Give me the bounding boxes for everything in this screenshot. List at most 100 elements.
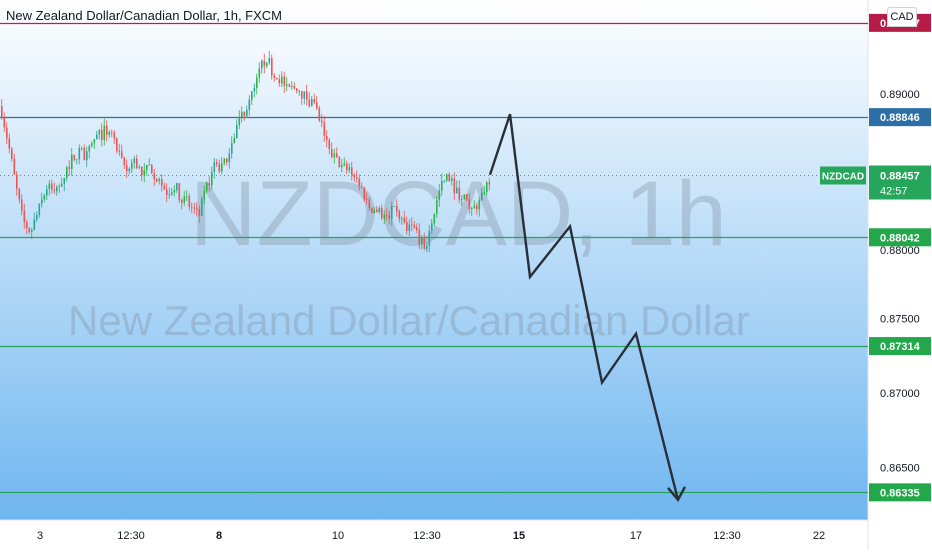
candle xyxy=(471,206,473,216)
candle xyxy=(138,164,141,170)
candle xyxy=(196,202,198,217)
candle-body xyxy=(116,138,118,152)
candle-body xyxy=(83,148,86,161)
candle xyxy=(253,83,256,98)
candle xyxy=(256,73,258,95)
candle-body xyxy=(128,168,131,172)
candle-body xyxy=(233,137,236,144)
candle-body xyxy=(101,129,103,140)
candle-body xyxy=(51,183,53,190)
price-tag-green[interactable]: 0.86335 xyxy=(869,483,931,502)
candle xyxy=(361,182,363,189)
candle-body xyxy=(143,170,146,176)
candle xyxy=(121,144,123,159)
candle-body xyxy=(133,158,136,164)
candle xyxy=(33,212,36,231)
candle xyxy=(11,146,13,162)
candle-body xyxy=(301,90,303,99)
candle xyxy=(3,112,6,132)
candle-body xyxy=(383,214,386,219)
candle xyxy=(48,180,51,196)
candle-body xyxy=(108,131,111,135)
candle-body xyxy=(268,58,271,63)
candle xyxy=(398,209,401,223)
price-tag-label: 0.87314 xyxy=(880,341,921,353)
candle-body xyxy=(11,148,13,159)
price-tag-label: 0.88042 xyxy=(880,232,920,244)
candle xyxy=(96,130,98,140)
candle xyxy=(431,218,433,234)
candle-body xyxy=(393,205,396,207)
candle xyxy=(223,157,226,166)
candle xyxy=(251,90,253,105)
current-price-tag-bg xyxy=(869,165,931,200)
candle-body xyxy=(121,151,123,158)
candle-body xyxy=(33,219,36,230)
candle xyxy=(68,160,71,176)
candle xyxy=(321,113,323,128)
candle xyxy=(46,185,48,201)
candle-body xyxy=(471,207,473,209)
candle-body xyxy=(223,158,226,164)
candle-body xyxy=(173,190,176,193)
candle-body xyxy=(186,196,188,198)
candle-body xyxy=(401,217,403,219)
price-tag-green[interactable]: 0.88042 xyxy=(869,228,931,247)
candle xyxy=(76,159,78,165)
current-price-tag[interactable]: 0.88457 42:57 xyxy=(869,165,931,200)
candle-body xyxy=(203,190,206,200)
candle xyxy=(458,180,461,204)
candle xyxy=(318,105,321,123)
candle xyxy=(13,153,16,175)
price-tag-green[interactable]: 0.87314 xyxy=(869,337,931,356)
candle xyxy=(323,115,326,142)
candle xyxy=(411,217,413,232)
candle xyxy=(436,196,438,218)
candle-body xyxy=(168,194,171,196)
candle-body xyxy=(473,205,476,208)
candle-body xyxy=(291,85,293,87)
candle xyxy=(186,190,188,202)
candle xyxy=(88,144,91,159)
price-tag-label: 0.88846 xyxy=(880,112,920,124)
y-tick-label: 0.88000 xyxy=(880,245,920,257)
candle xyxy=(103,118,106,146)
candle xyxy=(336,147,338,158)
candle xyxy=(146,164,148,176)
candle-body xyxy=(198,208,201,216)
candle-body xyxy=(41,199,43,204)
candle-body xyxy=(413,225,416,228)
candle xyxy=(153,168,156,187)
candle xyxy=(36,211,38,223)
candle xyxy=(373,206,376,214)
candle-body xyxy=(23,210,26,223)
candle-body xyxy=(231,143,233,154)
candle-body xyxy=(263,60,266,67)
candle xyxy=(151,164,153,175)
candle xyxy=(71,148,73,176)
candle xyxy=(128,167,131,175)
candle-body xyxy=(63,178,66,184)
candle xyxy=(303,91,306,105)
candle xyxy=(63,177,66,192)
projection-arrow-path[interactable] xyxy=(488,113,680,501)
candle xyxy=(173,185,176,197)
candle xyxy=(31,227,33,239)
candle-body xyxy=(146,164,148,171)
candle-body xyxy=(98,129,101,135)
candle xyxy=(341,158,343,173)
candle-body xyxy=(308,99,311,107)
candle-body xyxy=(316,102,318,109)
currency-button[interactable]: CAD xyxy=(887,7,917,27)
candle xyxy=(413,220,416,229)
candle xyxy=(216,158,218,168)
current-price-countdown: 42:57 xyxy=(880,186,908,198)
candle-body xyxy=(138,166,141,168)
candle-body xyxy=(441,181,443,191)
candle xyxy=(231,136,233,159)
price-tag-blue[interactable]: 0.88846 xyxy=(869,108,931,127)
candle xyxy=(423,232,426,251)
candle xyxy=(211,166,213,190)
